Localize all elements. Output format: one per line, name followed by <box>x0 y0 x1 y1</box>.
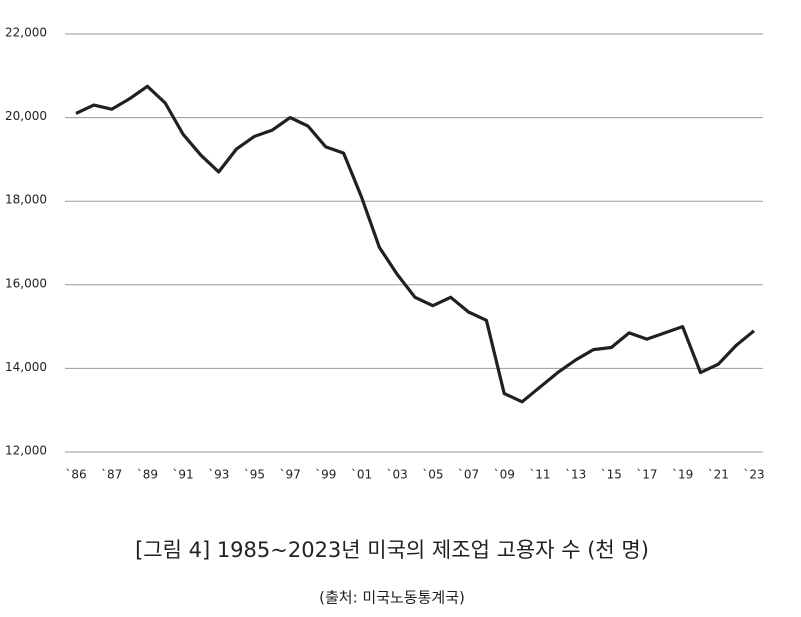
x-tick-label: `21 <box>708 468 729 482</box>
x-tick-label: `03 <box>387 468 408 482</box>
x-tick-label: `19 <box>672 468 693 482</box>
y-tick-label: 18,000 <box>5 193 47 207</box>
y-tick-label: 22,000 <box>5 26 47 40</box>
x-tick-label: `07 <box>458 468 479 482</box>
chart-title: [그림 4] 1985~2023년 미국의 제조업 고용자 수 (천 명) <box>135 538 649 562</box>
x-tick-label: `93 <box>208 468 229 482</box>
x-tick-label: `86 <box>65 468 86 482</box>
x-tick-label: `87 <box>101 468 122 482</box>
y-tick-label: 16,000 <box>5 276 47 290</box>
x-tick-label: `09 <box>494 468 515 482</box>
data-line <box>75 84 756 404</box>
x-tick-label: `11 <box>529 468 550 482</box>
y-tick-label: 12,000 <box>5 444 47 458</box>
x-tick-label: `95 <box>244 468 265 482</box>
x-tick-label: `97 <box>279 468 300 482</box>
x-tick-label: `23 <box>743 468 764 482</box>
y-tick-label: 20,000 <box>5 109 47 123</box>
x-tick-label: `15 <box>601 468 622 482</box>
x-tick-label: `91 <box>172 468 193 482</box>
x-tick-label: `89 <box>137 468 158 482</box>
x-tick-label: `17 <box>636 468 657 482</box>
x-tick-label: `05 <box>422 468 443 482</box>
x-tick-label: `13 <box>565 468 586 482</box>
x-tick-label: `01 <box>351 468 372 482</box>
y-tick-label: 14,000 <box>5 360 47 374</box>
chart-subtitle: (출처: 미국노동통계국) <box>319 589 465 607</box>
x-tick-label: `99 <box>315 468 336 482</box>
